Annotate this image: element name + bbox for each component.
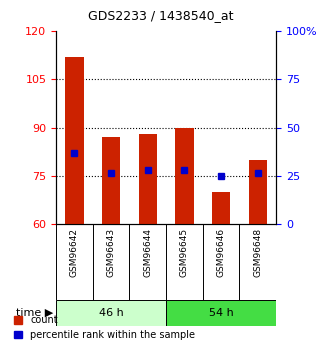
Bar: [166, 300, 276, 326]
Bar: [212, 192, 230, 224]
Bar: [65, 57, 84, 224]
Text: GDS2233 / 1438540_at: GDS2233 / 1438540_at: [88, 9, 233, 22]
Bar: [248, 160, 267, 224]
Text: GSM96643: GSM96643: [107, 228, 116, 277]
Text: GSM96648: GSM96648: [253, 228, 262, 277]
Text: GSM96642: GSM96642: [70, 228, 79, 277]
Text: time ▶: time ▶: [16, 308, 53, 318]
Text: GSM96646: GSM96646: [217, 228, 226, 277]
Text: 46 h: 46 h: [99, 308, 124, 318]
Bar: [139, 134, 157, 224]
Text: 54 h: 54 h: [209, 308, 233, 318]
Text: GSM96645: GSM96645: [180, 228, 189, 277]
Legend: count, percentile rank within the sample: count, percentile rank within the sample: [14, 315, 195, 340]
Bar: [56, 300, 166, 326]
Text: GSM96644: GSM96644: [143, 228, 152, 277]
Bar: [102, 137, 120, 224]
Bar: [175, 128, 194, 224]
